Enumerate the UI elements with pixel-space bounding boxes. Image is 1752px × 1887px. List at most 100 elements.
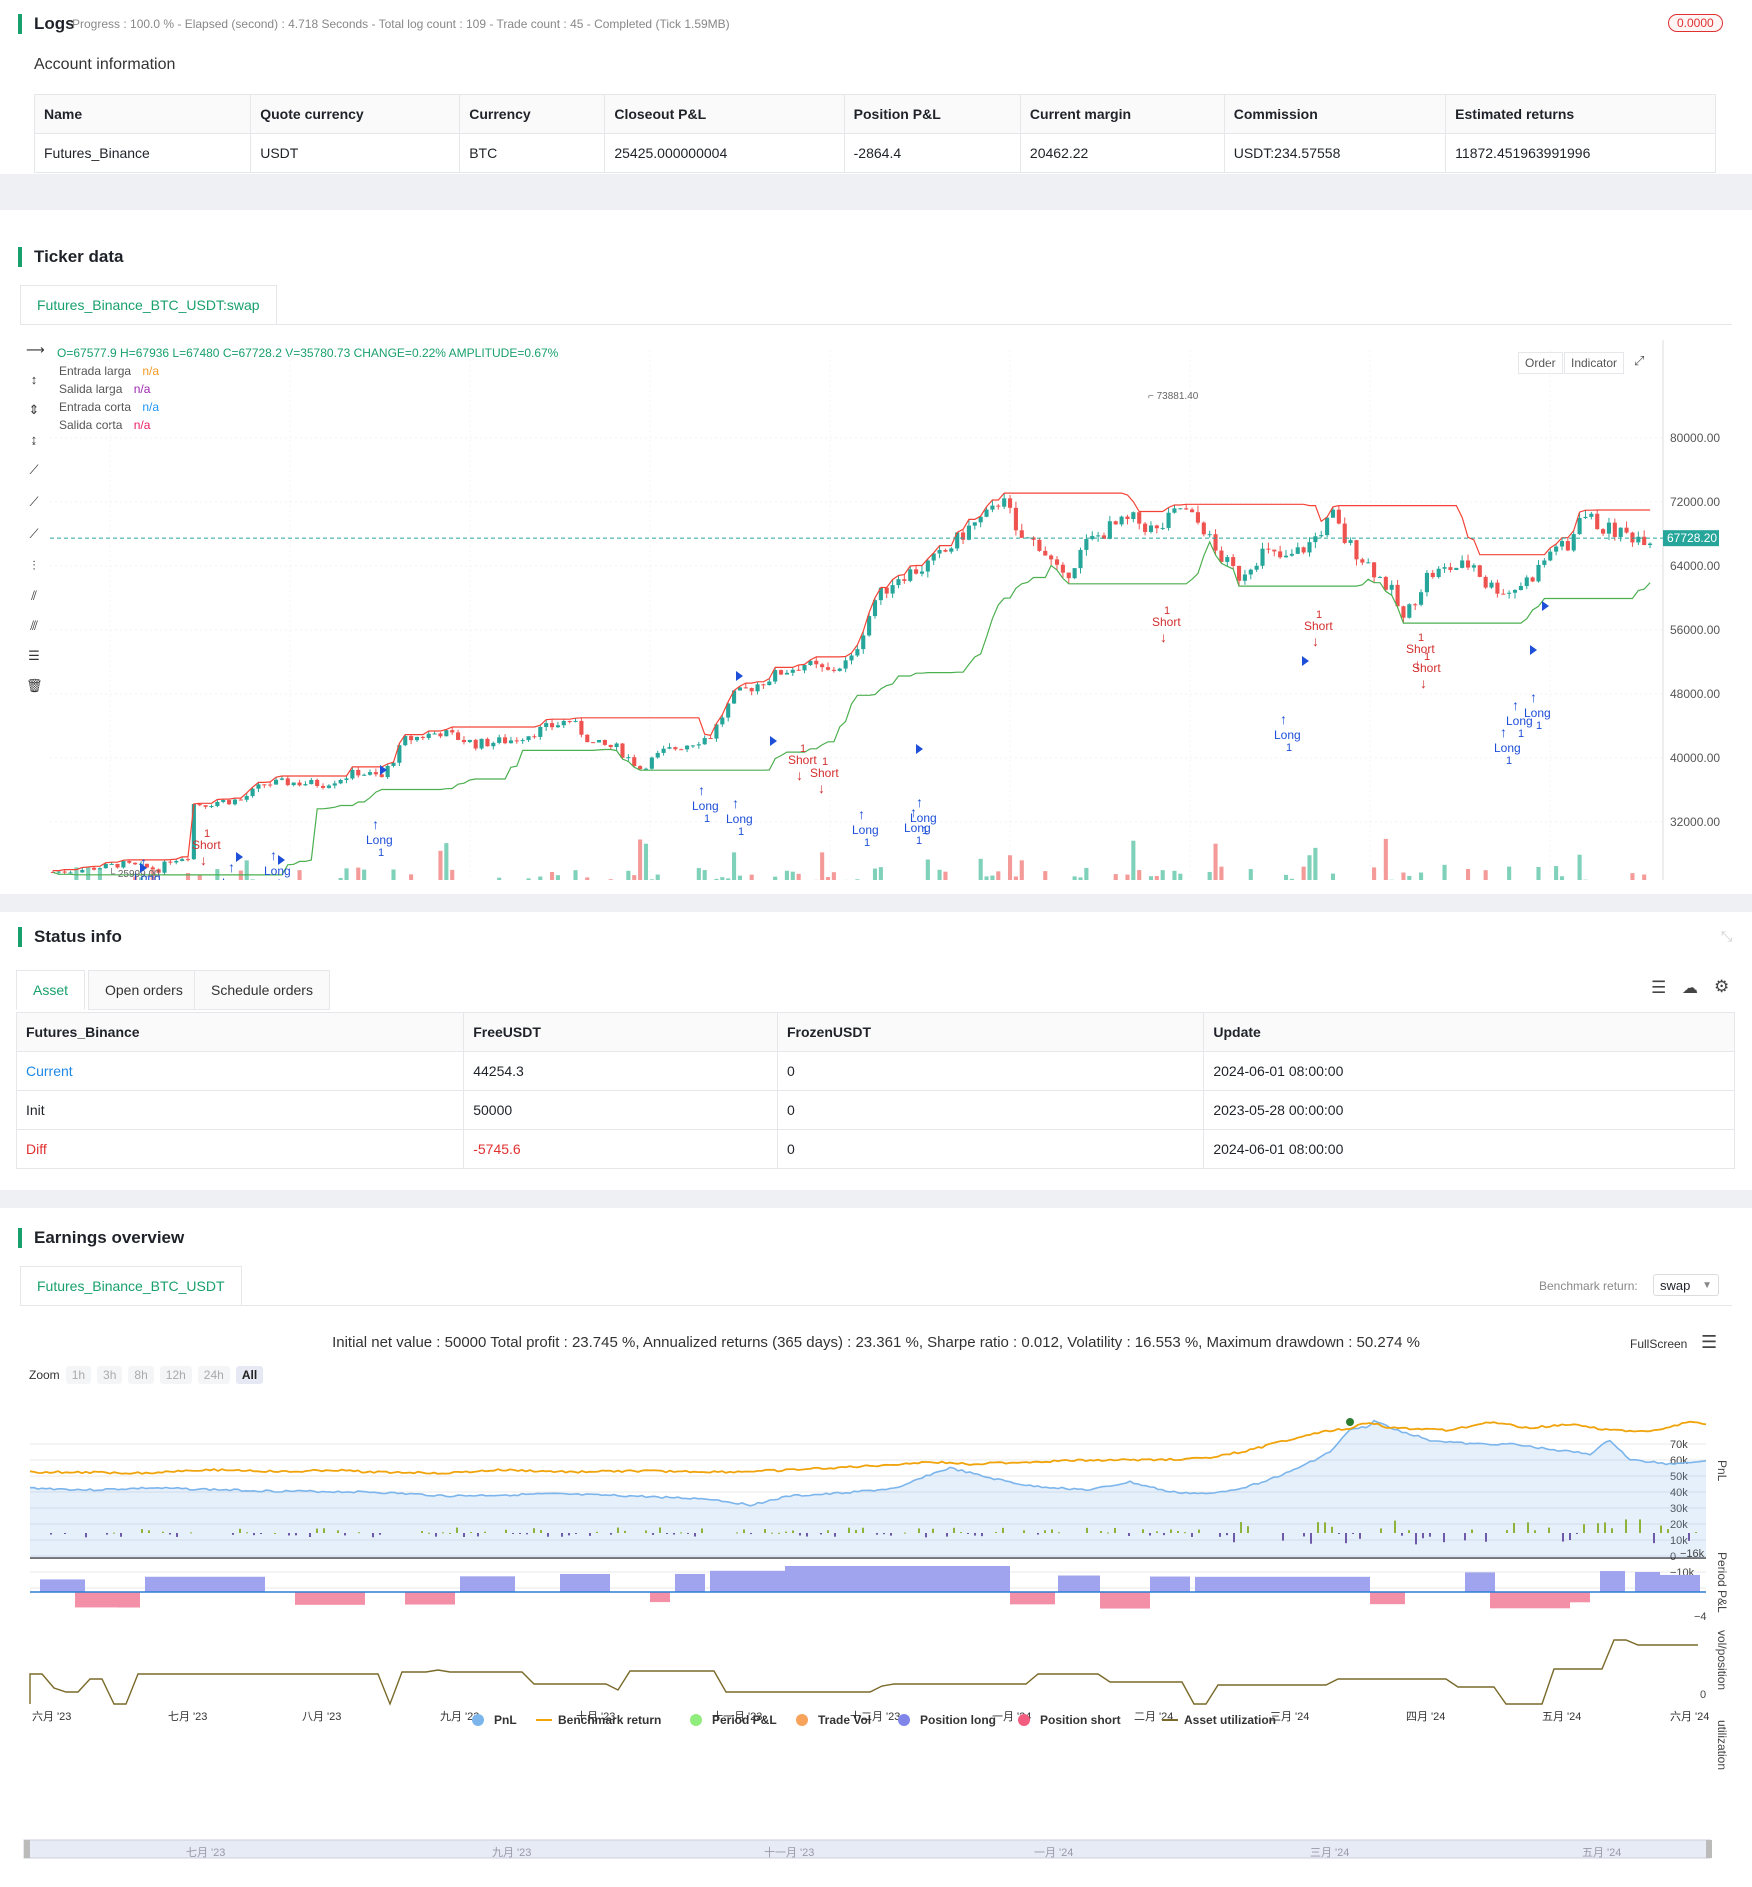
zoom-3h-button[interactable]: 3h	[97, 1366, 123, 1384]
period-pnl-bar	[344, 1533, 346, 1536]
trash-icon[interactable]: 🗑	[26, 678, 43, 693]
legend-label[interactable]: Benchmark return	[558, 1713, 661, 1727]
candle-body	[796, 669, 801, 671]
collapse-icon[interactable]: ⤡	[1721, 928, 1733, 944]
period-pnl-bar	[428, 1532, 430, 1534]
indicator-button[interactable]: Indicator	[1564, 352, 1625, 374]
period-pnl-bar	[1569, 1533, 1571, 1541]
earnings-title: Earnings overview	[18, 1228, 184, 1248]
horizontal-line-icon[interactable]: ⟶	[26, 342, 45, 357]
candle-body	[514, 740, 519, 742]
zoom-8h-button[interactable]: 8h	[128, 1366, 154, 1384]
volume-bar	[1125, 874, 1130, 880]
legend-label[interactable]: Asset utilization	[1184, 1713, 1276, 1727]
time-tick-label: 二月 '24	[1134, 1711, 1173, 1723]
navigator-handle-left[interactable]	[24, 1840, 30, 1858]
fib-retracement-icon[interactable]: ☰	[28, 648, 40, 663]
asset-row-label: Current	[15, 1051, 465, 1091]
candle-body	[1037, 539, 1042, 551]
legend-label[interactable]: Position long	[920, 1713, 996, 1727]
legend-label[interactable]: Position short	[1040, 1713, 1121, 1727]
navigator-handle-right[interactable]	[1706, 1840, 1712, 1858]
parallel-channel-icon[interactable]: ⫽	[31, 588, 37, 603]
fullscreen-button[interactable]: FullScreen	[1630, 1337, 1688, 1351]
candle-body	[837, 668, 842, 671]
volume-bar	[138, 877, 144, 880]
zoom-1h-button[interactable]: 1h	[65, 1366, 92, 1384]
period-pnl-bar	[687, 1533, 689, 1534]
benchmark-select[interactable]: swap ▼	[1653, 1274, 1719, 1296]
candle-body	[679, 749, 684, 751]
position-tick-label: −4	[1694, 1611, 1707, 1623]
candle-body	[1101, 535, 1107, 539]
candlestick-chart[interactable]: 80000.00 72000.00 64000.00 56000.00 48000.00…	[0, 340, 1752, 880]
tab-ticker-symbol[interactable]: Futures_Binance_BTC_USDT:swap	[20, 285, 277, 325]
vertical-range-icon[interactable]: ⇕	[28, 402, 40, 417]
trend-line-icon[interactable]: ⟋	[29, 462, 39, 477]
tab-earnings-symbol[interactable]: Futures_Binance_BTC_USDT	[20, 1266, 242, 1306]
candle-body	[1465, 560, 1471, 568]
vertical-line-icon[interactable]: ↕	[30, 372, 38, 387]
candle-body	[391, 762, 396, 766]
candle-body	[1319, 535, 1324, 537]
candle-body	[356, 769, 361, 776]
volume-bar	[585, 877, 590, 880]
expand-icon[interactable]: ⤢	[1634, 353, 1645, 368]
period-pnl-bar	[1331, 1526, 1333, 1533]
candle-body	[497, 737, 502, 743]
period-pnl-bar	[1303, 1533, 1305, 1537]
price-range-icon[interactable]: ↨	[30, 432, 38, 447]
asset-cell: 2024-06-01 08:00:00	[1203, 1129, 1735, 1169]
volume-bar	[1219, 866, 1224, 880]
volume-bar	[1507, 866, 1512, 880]
period-pnl-bar	[379, 1533, 381, 1535]
candle-body	[1054, 559, 1060, 565]
menu-icon[interactable]: ☰	[1701, 1332, 1718, 1352]
gear-icon[interactable]: ⚙	[1714, 977, 1730, 996]
long-signal-qty: 1	[704, 813, 710, 825]
volume-bar	[444, 843, 449, 880]
measure-icon[interactable]: ⫶	[32, 558, 36, 573]
candle-body	[1495, 582, 1500, 594]
pitchfork-icon[interactable]: ⫻	[30, 618, 38, 633]
ray-icon[interactable]: ⟋	[29, 494, 39, 509]
period-pnl-bar	[1233, 1533, 1235, 1543]
candle-body	[1184, 508, 1189, 510]
long-signal-label: Long	[134, 871, 161, 880]
tab-open-orders[interactable]: Open orders	[88, 970, 200, 1010]
candle-body	[1207, 534, 1212, 536]
legend-label[interactable]: Period P&L	[712, 1713, 777, 1727]
short-signal-label: Short	[1412, 661, 1441, 675]
zoom-all-button[interactable]: All	[235, 1366, 264, 1384]
long-signal-label: Long	[904, 821, 931, 835]
candle-body	[1618, 527, 1623, 537]
tab-underline	[20, 1305, 1732, 1306]
earnings-chart[interactable]: 70k60k50k40k30k20k10k0−10k−20kPnLPeriod …	[0, 1388, 1752, 1887]
period-pnl-bar	[1282, 1533, 1284, 1541]
period-pnl-bar	[372, 1533, 374, 1538]
tab-asset[interactable]: Asset	[16, 970, 86, 1010]
period-pnl-bar	[1695, 1532, 1697, 1534]
account-col-header: Quote currency	[250, 94, 461, 134]
candle-body	[720, 717, 725, 725]
order-button[interactable]: Order	[1518, 352, 1563, 374]
period-pnl-bar	[785, 1531, 787, 1533]
period-pnl-bar	[1688, 1533, 1690, 1541]
extended-line-icon[interactable]: ⟋	[29, 526, 39, 541]
volume-bar	[250, 879, 255, 880]
navigator-track[interactable]	[23, 1839, 1711, 1859]
zoom-12h-button[interactable]: 12h	[159, 1366, 192, 1384]
tab-schedule-orders[interactable]: Schedule orders	[194, 970, 330, 1010]
volume-bar	[784, 870, 789, 880]
period-pnl-bar	[1408, 1530, 1410, 1533]
period-pnl-bar	[274, 1532, 276, 1534]
list-icon[interactable]: ☰	[1651, 978, 1667, 997]
period-tick-label: −16k	[1680, 1548, 1705, 1560]
legend-label[interactable]: Trade Vol	[818, 1713, 871, 1727]
cloud-icon[interactable]: ☁	[1682, 980, 1698, 997]
axis-title: Period P&L	[1715, 1552, 1729, 1613]
legend-label[interactable]: PnL	[494, 1713, 517, 1727]
zoom-24h-button[interactable]: 24h	[197, 1366, 230, 1384]
period-pnl-bar	[1100, 1531, 1102, 1533]
period-pnl-bar	[484, 1531, 486, 1533]
